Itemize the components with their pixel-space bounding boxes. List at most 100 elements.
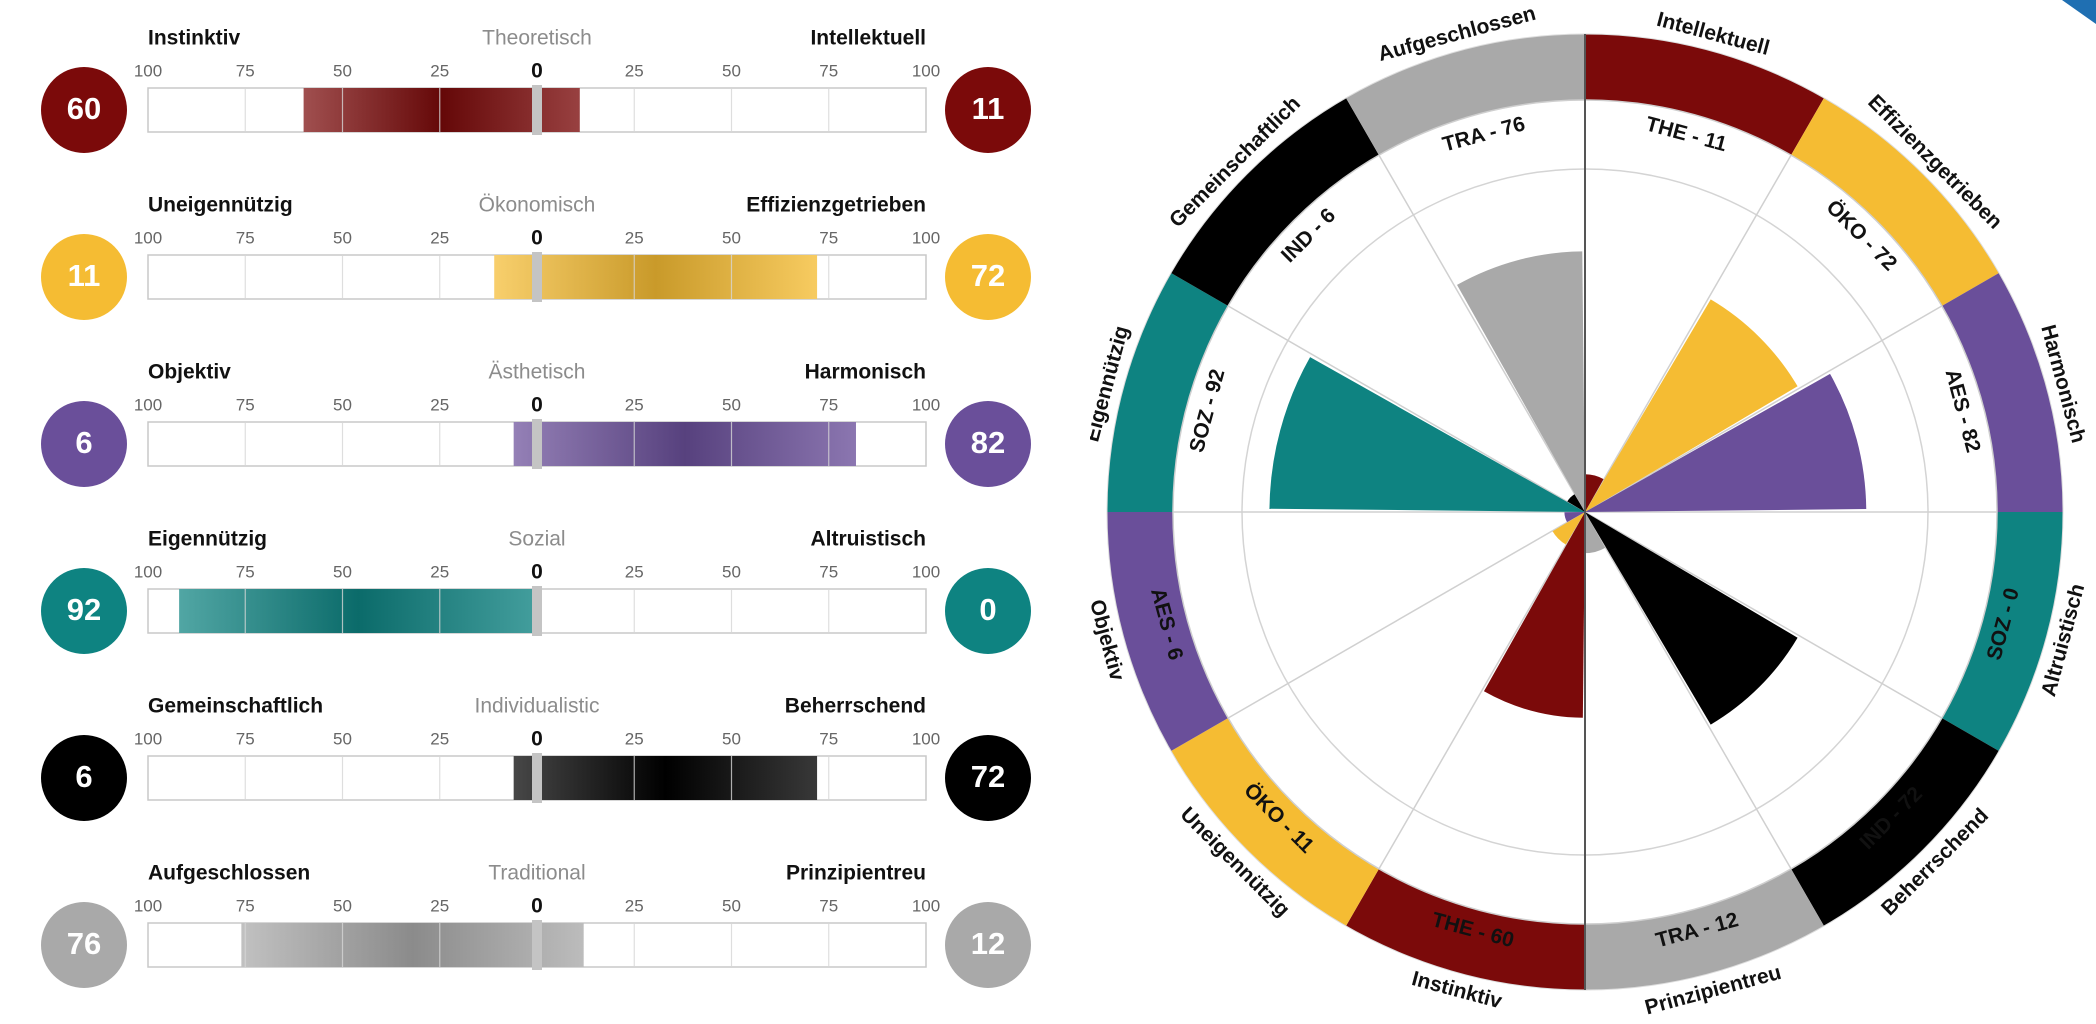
bar-row: Objektiv Ästhetisch Harmonisch 100 75 50 25 0 25… — [41, 361, 1031, 487]
scale-tick-label: 75 — [236, 562, 255, 581]
zero-marker — [532, 252, 542, 302]
scale-tick-label: 50 — [722, 61, 741, 80]
dimension-label: Theoretisch — [482, 27, 592, 50]
bar-row: Uneigennützig Ökonomisch Effizienzgetriebe… — [41, 194, 1031, 320]
left-pole-label: Aufgeschlossen — [148, 862, 310, 885]
scale-tick-label: 25 — [625, 896, 644, 915]
scale-tick-label: 75 — [236, 228, 255, 247]
badge-circle — [945, 902, 1031, 988]
left-pole-label: Uneigennützig — [148, 194, 293, 217]
bar-row: Aufgeschlossen Traditional Prinzipientreu 1… — [41, 862, 1031, 988]
scale-tick-label: 0 — [531, 561, 543, 584]
data-wedge — [1585, 474, 1604, 512]
badge-value: 60 — [67, 91, 101, 126]
scale-tick-label: 100 — [912, 228, 940, 247]
badge-value: 72 — [971, 258, 1005, 293]
left-value-badge: 11 — [41, 234, 127, 320]
value-bar — [513, 422, 856, 466]
data-wedge — [1483, 512, 1585, 718]
badge-circle — [945, 234, 1031, 320]
value-bar — [241, 923, 584, 967]
badge-value: 11 — [972, 91, 1005, 126]
scale-tick-label: 25 — [430, 896, 449, 915]
data-wedge — [1585, 299, 1798, 512]
right-pole-label: Prinzipientreu — [786, 862, 926, 885]
data-wedge — [1457, 251, 1585, 512]
scale-tick-label: 0 — [531, 60, 543, 83]
right-value-badge: 11 — [945, 67, 1031, 153]
scale-tick-label: 75 — [819, 896, 838, 915]
scale-tick-label: 75 — [236, 395, 255, 414]
right-pole-label: Harmonisch — [805, 361, 926, 384]
ring-segment — [1941, 273, 2063, 512]
ring-segment — [1346, 33, 1585, 156]
scale-tick-label: 50 — [722, 395, 741, 414]
left-value-badge: 6 — [41, 735, 127, 821]
scale-tick-label: 75 — [819, 228, 838, 247]
wheel-spoke — [1227, 305, 1586, 513]
badge-value: 72 — [971, 759, 1005, 794]
ring-segment — [1171, 98, 1379, 306]
wheel-spoke — [1378, 154, 1586, 513]
dimension-label: Individualistic — [475, 695, 600, 718]
bar-row: Gemeinschaftlich Individualistic Beherrsch… — [41, 695, 1031, 821]
ring-segment — [1791, 98, 1999, 306]
badge-circle — [41, 902, 127, 988]
right-pole-label: Beherrschend — [785, 695, 926, 718]
badge-circle — [945, 401, 1031, 487]
scale-tick-label: 25 — [625, 61, 644, 80]
scale-tick-label: 25 — [625, 562, 644, 581]
badge-circle — [41, 401, 127, 487]
ring-segment — [1107, 512, 1229, 751]
ring-segment — [1346, 868, 1585, 990]
scale-tick-label: 100 — [134, 896, 162, 915]
outer-ring — [1107, 33, 2063, 990]
scale-tick-label: 25 — [625, 729, 644, 748]
left-pole-label: Objektiv — [148, 361, 231, 384]
scale-tick-label: 50 — [333, 729, 352, 748]
scale-tick-label: 50 — [333, 228, 352, 247]
wheel-spoke — [1584, 511, 1792, 870]
data-wedge — [1585, 512, 1606, 554]
badge-value: 92 — [67, 592, 101, 627]
badge-circle — [945, 735, 1031, 821]
badge-circle — [945, 67, 1031, 153]
scale-tick-label: 25 — [625, 395, 644, 414]
ring-segment — [1107, 273, 1229, 512]
data-wedges — [1269, 251, 1867, 725]
badge-circle — [41, 67, 127, 153]
scale-tick-label: 25 — [430, 562, 449, 581]
diverging-bar-chart: Instinktiv Theoretisch Intellektuell 100 75 5… — [41, 27, 1031, 988]
value-bar — [179, 589, 537, 633]
badge-circle — [41, 234, 127, 320]
scale-tick-label: 25 — [430, 228, 449, 247]
scale-tick-label: 0 — [531, 227, 543, 250]
scale-tick-label: 100 — [912, 395, 940, 414]
dimension-label: Sozial — [508, 528, 565, 551]
right-value-badge: 12 — [945, 902, 1031, 988]
right-value-badge: 72 — [945, 234, 1031, 320]
data-wedge — [1269, 357, 1585, 512]
scale-tick-label: 25 — [625, 228, 644, 247]
scale-tick-label: 75 — [236, 896, 255, 915]
zero-marker — [532, 419, 542, 469]
value-bar — [513, 756, 818, 800]
left-pole-label: Instinktiv — [148, 27, 241, 50]
zero-marker — [532, 586, 542, 636]
scale-tick-label: 50 — [722, 228, 741, 247]
wheel-spoke — [1584, 154, 1792, 513]
bar-row: Eigennützig Sozial Altruistisch 100 75 50 25 0 2… — [41, 528, 1031, 654]
zero-marker — [532, 920, 542, 970]
left-value-badge: 76 — [41, 902, 127, 988]
badge-value: 11 — [68, 258, 101, 293]
scale-tick-label: 50 — [333, 562, 352, 581]
wheel-spoke — [1584, 511, 1943, 719]
scale-tick-label: 50 — [722, 729, 741, 748]
scale-tick-label: 100 — [134, 61, 162, 80]
scale-tick-label: 75 — [819, 61, 838, 80]
left-value-badge: 6 — [41, 401, 127, 487]
scale-tick-label: 100 — [134, 729, 162, 748]
bar-row: Instinktiv Theoretisch Intellektuell 100 75 5… — [41, 27, 1031, 153]
badge-value: 0 — [979, 592, 996, 627]
ring-segment — [1791, 718, 1999, 926]
